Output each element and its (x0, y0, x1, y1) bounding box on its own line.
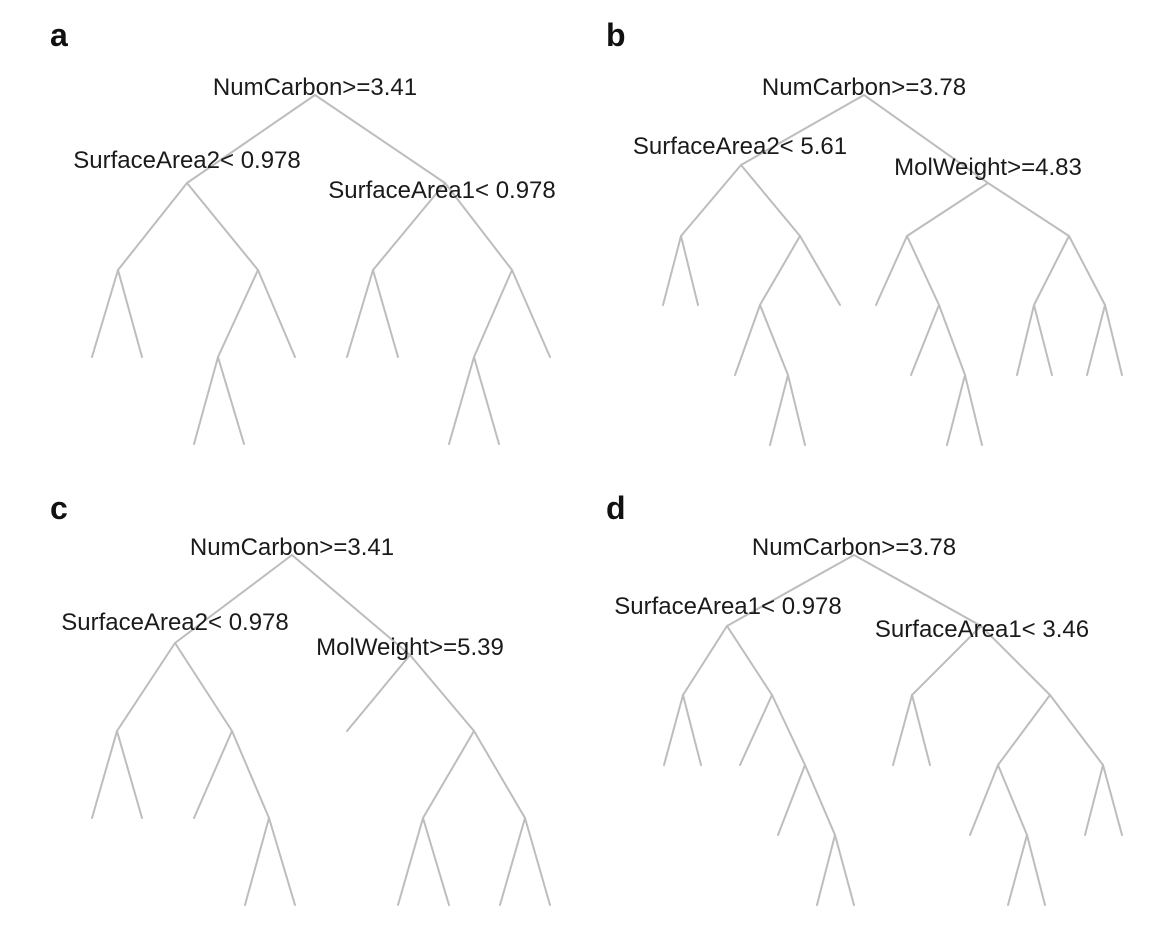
split-label-root-a: NumCarbon>=3.41 (213, 74, 417, 101)
panel-letter-a: a (50, 17, 68, 53)
tree-edges-c (91, 554, 551, 906)
split-label-left-c: SurfaceArea2< 0.978 (61, 609, 289, 636)
panel-b: b NumCarbon>=3.78 SurfaceArea2< 5.61 Mol… (606, 17, 1123, 446)
tree-edges-d (663, 554, 1123, 906)
split-label-left-b: SurfaceArea2< 5.61 (633, 133, 847, 160)
split-label-right-a: SurfaceArea1< 0.978 (328, 177, 556, 204)
split-label-root-b: NumCarbon>=3.78 (762, 74, 966, 101)
panel-c: c NumCarbon>=3.41 SurfaceArea2< 0.978 Mo… (50, 490, 551, 906)
split-label-left-d: SurfaceArea1< 0.978 (614, 593, 842, 620)
tree-edges-a (91, 94, 551, 445)
split-label-right-b: MolWeight>=4.83 (894, 154, 1082, 181)
split-label-left-a: SurfaceArea2< 0.978 (73, 147, 301, 174)
panel-letter-c: c (50, 490, 68, 526)
tree-edges-b (662, 94, 1123, 446)
panel-letter-b: b (606, 17, 626, 53)
split-label-right-d: SurfaceArea1< 3.46 (875, 616, 1089, 643)
split-label-root-c: NumCarbon>=3.41 (190, 534, 394, 561)
panel-a: a NumCarbon>=3.41 SurfaceArea2< 0.978 Su… (50, 17, 556, 445)
split-label-right-c: MolWeight>=5.39 (316, 634, 504, 661)
panel-letter-d: d (606, 490, 626, 526)
split-label-root-d: NumCarbon>=3.78 (752, 534, 956, 561)
panel-d: d NumCarbon>=3.78 SurfaceArea1< 0.978 Su… (606, 490, 1123, 906)
